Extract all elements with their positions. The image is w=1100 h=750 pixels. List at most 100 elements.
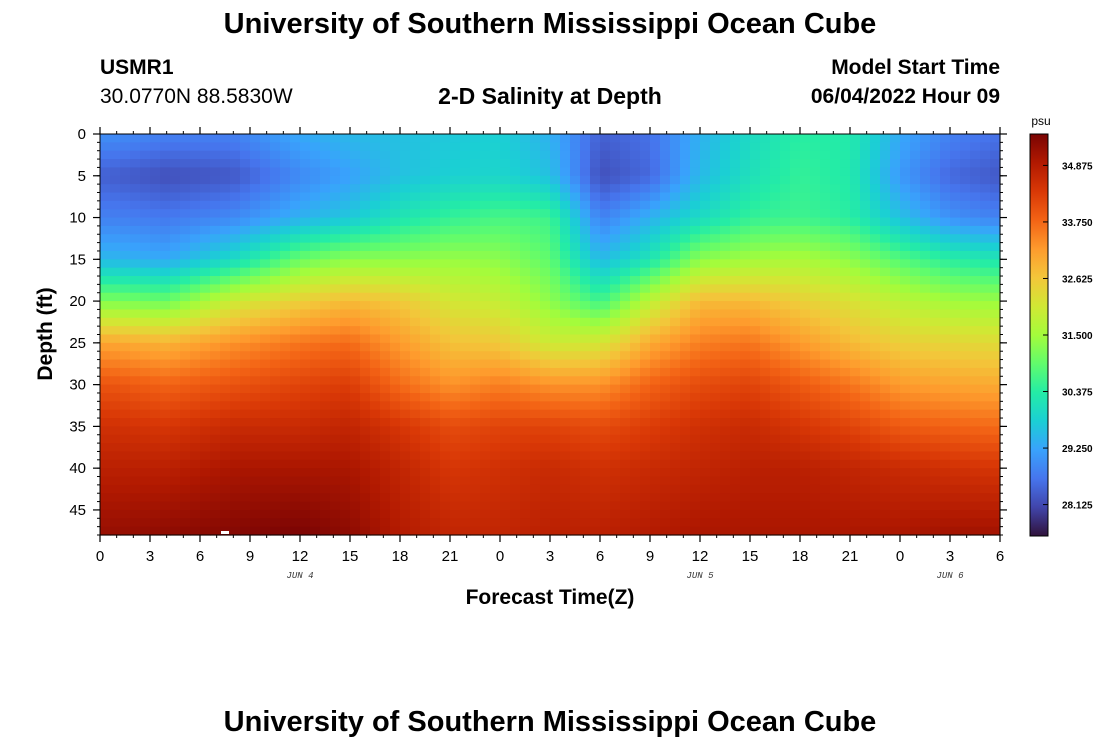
heatmap-cell [960, 217, 971, 227]
heatmap-cell [620, 484, 631, 494]
heatmap-cell [850, 276, 861, 285]
heatmap-cell [910, 409, 921, 419]
heatmap-cell [730, 192, 741, 202]
heatmap-cell [500, 167, 511, 177]
heatmap-cell [740, 175, 751, 185]
heatmap-cell [670, 476, 681, 486]
heatmap-cell [430, 518, 441, 528]
heatmap-cell [970, 317, 981, 327]
heatmap-cell [940, 342, 951, 352]
heatmap-cell [440, 459, 451, 469]
heatmap-cell [650, 493, 661, 503]
heatmap-cell [760, 376, 771, 386]
heatmap-cell [170, 334, 181, 344]
heatmap-cell [930, 175, 941, 185]
heatmap-cell [890, 184, 901, 194]
heatmap-cell [160, 250, 171, 260]
heatmap-cell [350, 401, 361, 411]
heatmap-cell [200, 225, 211, 235]
heatmap-cell [490, 276, 501, 285]
heatmap-cell [310, 518, 321, 528]
heatmap-cell [250, 175, 261, 185]
heatmap-cell [670, 225, 681, 235]
heatmap-cell [520, 501, 531, 511]
heatmap-cell [330, 351, 341, 361]
heatmap-cell [830, 175, 841, 185]
heatmap-cell [300, 192, 311, 202]
heatmap-cell [540, 309, 551, 319]
heatmap-cell [410, 259, 421, 269]
heatmap-cell [980, 418, 991, 427]
heatmap-cell [180, 451, 191, 461]
heatmap-cell [120, 192, 131, 202]
heatmap-cell [300, 259, 311, 269]
heatmap-cell [810, 250, 821, 260]
heatmap-cell [120, 184, 131, 194]
heatmap-cell [700, 192, 711, 202]
heatmap-cell [450, 317, 461, 327]
heatmap-cell [390, 476, 401, 486]
heatmap-cell [980, 309, 991, 319]
heatmap-cell [210, 217, 221, 227]
heatmap-cell [180, 459, 191, 469]
heatmap-cell [850, 518, 861, 528]
heatmap-cell [360, 292, 371, 302]
heatmap-cell [860, 175, 871, 185]
heatmap-cell [510, 418, 521, 427]
heatmap-cell [990, 309, 1001, 319]
heatmap-cell [130, 250, 141, 260]
heatmap-cell [210, 167, 221, 177]
heatmap-cell [260, 309, 271, 319]
heatmap-cell [630, 434, 641, 444]
heatmap-cell [450, 225, 461, 235]
heatmap-cell [990, 342, 1001, 352]
heatmap-cell [820, 359, 831, 369]
heatmap-cell [900, 284, 911, 294]
heatmap-cell [960, 384, 971, 394]
heatmap-cell [280, 501, 291, 511]
heatmap-cell [510, 451, 521, 461]
heatmap-cell [460, 484, 471, 494]
heatmap-cell [610, 242, 621, 252]
heatmap-cell [620, 309, 631, 319]
heatmap-cell [660, 242, 671, 252]
heatmap-cell [730, 301, 741, 311]
heatmap-cell [450, 167, 461, 177]
heatmap-cell [790, 376, 801, 386]
heatmap-cell [500, 209, 511, 219]
heatmap-cell [330, 175, 341, 185]
heatmap-cell [160, 150, 171, 160]
heatmap-cell [900, 326, 911, 336]
heatmap-cell [190, 317, 201, 327]
heatmap-cell [230, 175, 241, 185]
heatmap-cell [550, 142, 561, 152]
heatmap-cell [500, 134, 511, 143]
heatmap-cell [210, 334, 221, 344]
heatmap-cell [170, 518, 181, 528]
heatmap-cell [440, 276, 451, 285]
heatmap-cell [400, 392, 411, 402]
heatmap-cell [100, 150, 111, 160]
heatmap-cell [860, 501, 871, 511]
heatmap-cell [740, 217, 751, 227]
heatmap-cell [230, 250, 241, 260]
heatmap-cell [310, 184, 321, 194]
heatmap-cell [930, 376, 941, 386]
heatmap-cell [390, 401, 401, 411]
heatmap-cell [690, 292, 701, 302]
heatmap-cell [620, 250, 631, 260]
heatmap-cell [690, 493, 701, 503]
heatmap-cell [820, 459, 831, 469]
heatmap-cell [750, 134, 761, 143]
heatmap-cell [950, 518, 961, 528]
heatmap-cell [950, 142, 961, 152]
heatmap-cell [650, 426, 661, 436]
heatmap-cell [180, 501, 191, 511]
heatmap-cell [760, 259, 771, 269]
heatmap-cell [260, 434, 271, 444]
heatmap-cell [140, 142, 151, 152]
heatmap-cell [880, 459, 891, 469]
heatmap-cell [900, 351, 911, 361]
heatmap-cell [850, 217, 861, 227]
heatmap-cell [320, 459, 331, 469]
